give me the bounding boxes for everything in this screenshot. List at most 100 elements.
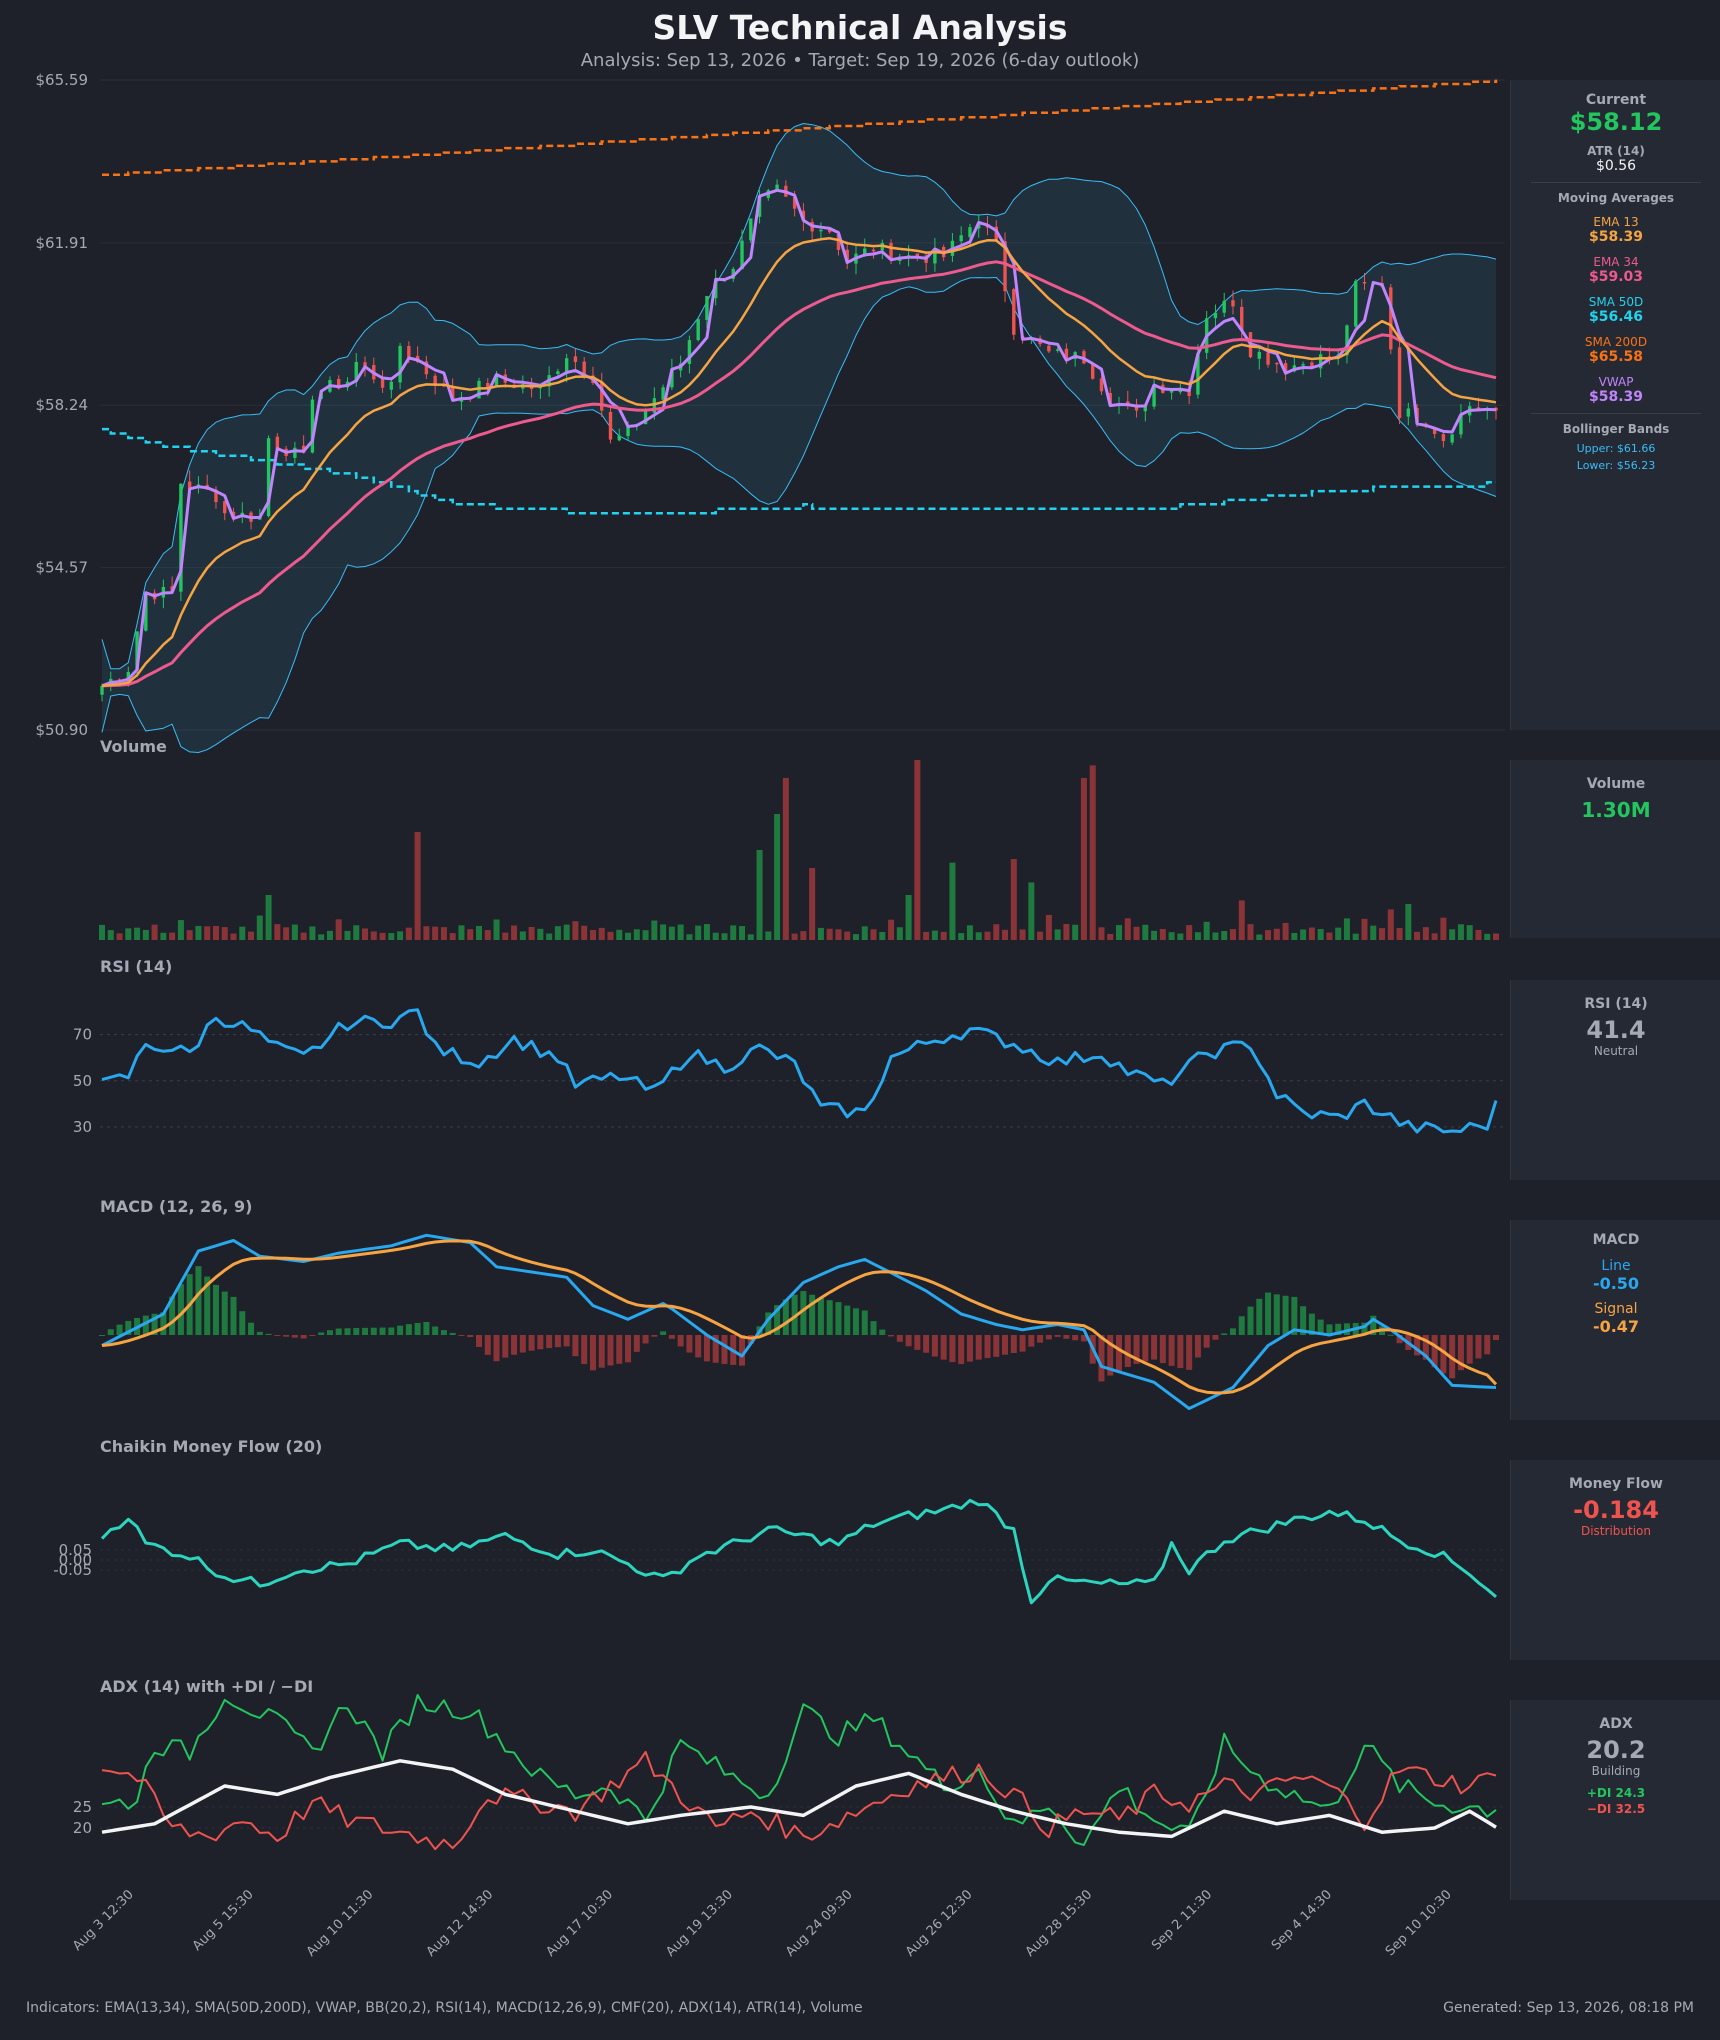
chart-title: SLV Technical Analysis [652, 8, 1068, 47]
macd-histogram-bar [1475, 1335, 1482, 1359]
candle-body [1459, 414, 1463, 435]
volume-bar [239, 926, 246, 940]
candle-body [1318, 354, 1323, 369]
macd-histogram-bar [1133, 1335, 1140, 1364]
macd-histogram-bar [1440, 1335, 1447, 1374]
macd-title: MACD (12, 26, 9) [100, 1197, 252, 1216]
volume-bar [177, 920, 184, 940]
candle-body [827, 228, 832, 233]
macd-label: MACD [1592, 1232, 1640, 1248]
x-tick-label: Aug 28 15:30 [1023, 1887, 1096, 1960]
volume-bar [212, 926, 219, 940]
candle-body [845, 249, 849, 263]
macd-line-value: -0.50 [1592, 1274, 1640, 1293]
volume-bar [975, 932, 982, 940]
adx-line [101, 1759, 1497, 1839]
macd-histogram-bar [888, 1335, 895, 1337]
volume-bar [940, 931, 947, 940]
atr-value: $0.56 [1595, 158, 1637, 174]
rsi-label: RSI (14) [1584, 996, 1648, 1012]
volume-bar [1247, 924, 1254, 940]
volume-bar [1457, 924, 1464, 940]
divider [1531, 413, 1701, 414]
adx-panel: ADX (14) with +DI / −DI 25 20 [73, 1677, 1505, 1851]
sma50-value: $56.46 [1588, 309, 1644, 325]
volume-bar [572, 921, 579, 940]
candle-body [1406, 408, 1411, 417]
volume-bar [230, 933, 237, 940]
volume-bar [1010, 859, 1017, 940]
volume-bar [835, 929, 842, 940]
volume-label: Volume [1586, 776, 1646, 792]
macd-histogram-bar [1308, 1313, 1315, 1335]
volume-bar [1080, 778, 1087, 940]
macd-histogram-bar [1370, 1315, 1377, 1335]
macd-histogram-bar [1300, 1306, 1307, 1335]
bollinger-heading: Bollinger Bands [1562, 422, 1670, 436]
macd-histogram-bar [362, 1327, 369, 1335]
macd-histogram-bar [958, 1335, 965, 1365]
macd-histogram-bar [212, 1284, 219, 1335]
macd-histogram-bar [528, 1335, 535, 1351]
macd-histogram-bar [1107, 1335, 1114, 1376]
macd-histogram-bar [1002, 1335, 1009, 1355]
adx-summary-panel: ADX 20.2 Building +DI 24.3 −DI 32.5 [1510, 1700, 1720, 1900]
candle-body [144, 592, 148, 631]
candle-body [740, 240, 744, 270]
rsi-value: 41.4 [1586, 1016, 1646, 1044]
x-tick-label: Aug 10 11:30 [304, 1887, 377, 1960]
candle-body [775, 184, 779, 191]
macd-histogram-bar [870, 1321, 877, 1335]
macd-histogram-bar [1422, 1335, 1429, 1360]
ema34-label: EMA 34 [1593, 255, 1639, 269]
macd-histogram-bar [1151, 1335, 1158, 1360]
candle-body [959, 235, 963, 242]
volume-bar [712, 932, 719, 940]
candle-body [337, 378, 341, 389]
volume-bar [1212, 932, 1219, 940]
macd-histogram-bar [1159, 1335, 1166, 1364]
volume-bar [695, 925, 702, 940]
macd-histogram-bar [914, 1335, 921, 1350]
atr-label: ATR (14) [1587, 144, 1645, 158]
macd-histogram-bar [1054, 1335, 1061, 1337]
bollinger-lower: Lower: $56.23 [1576, 459, 1656, 472]
volume-bar [782, 778, 789, 940]
macd-histogram-bar [896, 1335, 903, 1342]
candle-body [354, 361, 358, 382]
volume-bar [458, 925, 465, 940]
volume-bar [519, 931, 526, 940]
volume-bar [160, 932, 167, 940]
macd-histogram-bar [1238, 1316, 1245, 1335]
volume-bar [169, 932, 176, 940]
cmf-tick-label: 0.05 [59, 1541, 92, 1559]
macd-histogram-bar [1019, 1335, 1026, 1352]
macd-histogram-bar [1414, 1335, 1421, 1356]
macd-histogram-bar [1063, 1335, 1070, 1339]
macd-histogram-bar [826, 1300, 833, 1335]
candle-body [424, 361, 429, 375]
volume-bar [107, 930, 114, 940]
volume-bar [1045, 914, 1052, 940]
volume-bar [283, 927, 290, 940]
macd-histogram-bar [256, 1331, 263, 1335]
volume-bar [739, 926, 746, 940]
chart-subtitle: Analysis: Sep 13, 2026 • Target: Sep 19,… [580, 50, 1140, 71]
macd-histogram-bar [923, 1335, 930, 1353]
candle-body [1012, 289, 1016, 335]
candle-body [117, 679, 122, 681]
macd-histogram-bar [300, 1335, 307, 1339]
candle-body [687, 340, 692, 364]
money-flow-value: -0.184 [1573, 1496, 1659, 1524]
candle-body [1389, 287, 1393, 350]
macd-histogram-bar [248, 1322, 255, 1335]
volume-bar [1037, 931, 1044, 940]
candle-body [749, 218, 753, 241]
candle-body [1362, 281, 1367, 284]
volume-bar [809, 868, 816, 940]
macd-histogram-bar [423, 1322, 430, 1335]
adx-tick-label: 25 [73, 1798, 92, 1816]
volume-bar [993, 924, 1000, 940]
volume-bar [1308, 927, 1315, 940]
candle-body [389, 381, 394, 390]
